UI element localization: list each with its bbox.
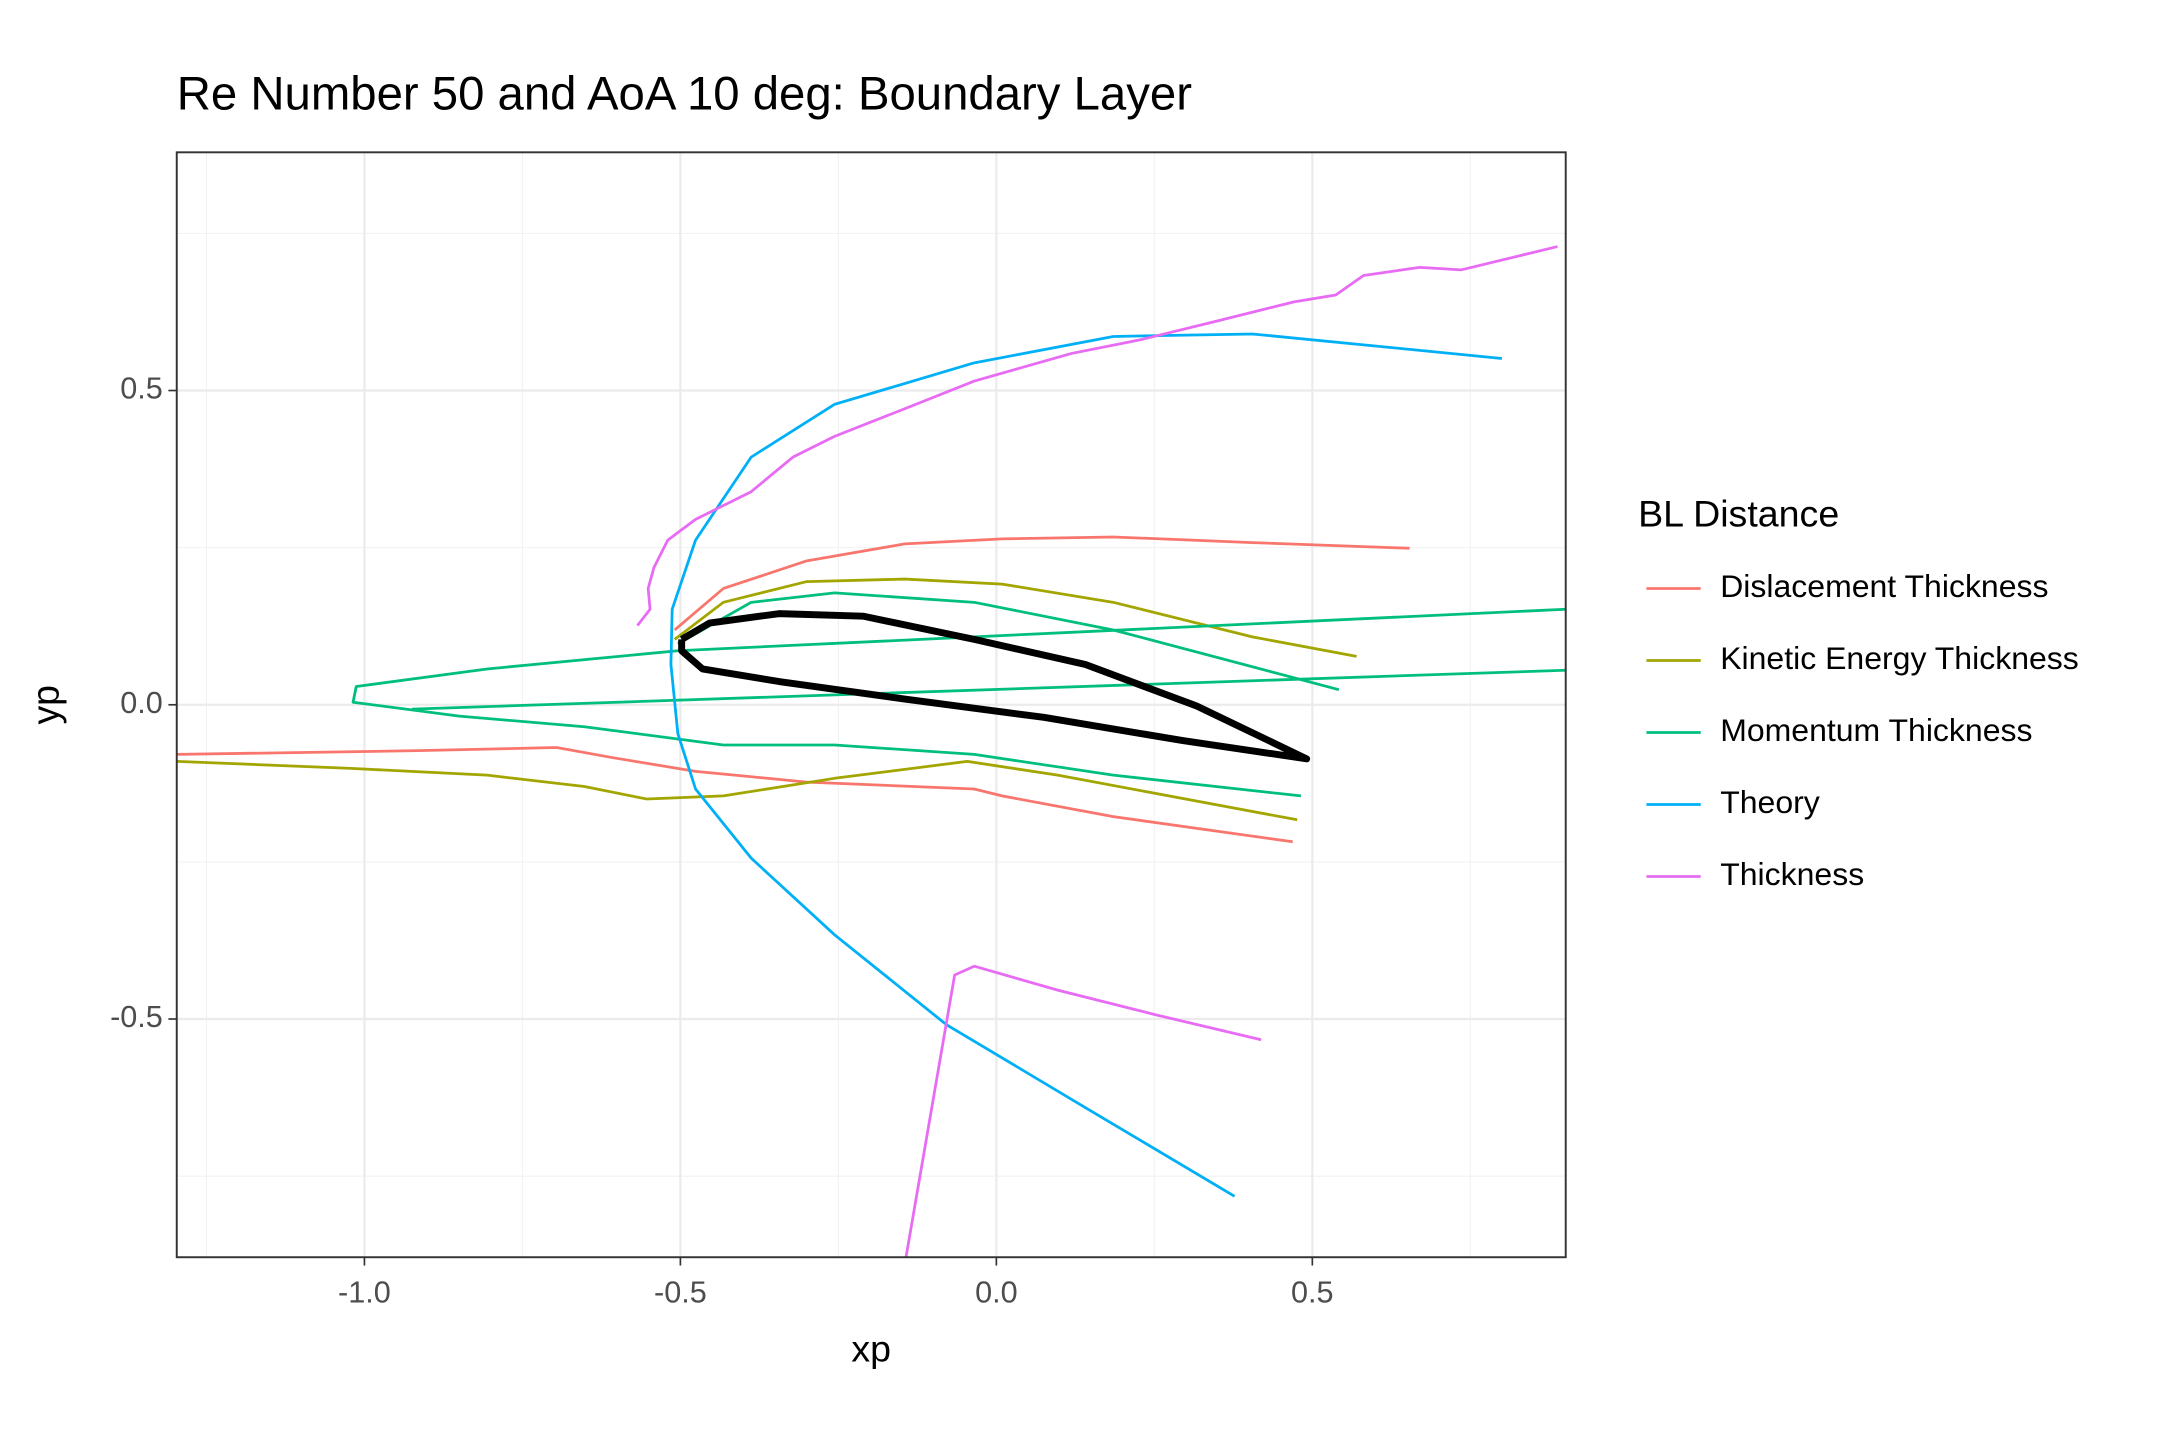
series-line <box>176 759 1298 822</box>
y-axis-label: yp <box>25 685 67 724</box>
y-tick-label: 0.0 <box>120 686 163 720</box>
legend-label: Kinetic Energy Thickness <box>1720 640 2079 676</box>
airfoil-outline <box>678 610 1311 763</box>
legend-label: Dislacement Thickness <box>1720 568 2048 604</box>
series-line <box>411 668 1566 711</box>
x-tick-label: 0.5 <box>1291 1276 1334 1310</box>
legend-label: Theory <box>1720 784 1820 820</box>
x-tick-label: -1.0 <box>338 1276 391 1310</box>
panel-border <box>175 151 1567 1259</box>
y-tick-label: -0.5 <box>110 1000 163 1034</box>
x-axis-label: xp <box>851 1327 891 1369</box>
series-line <box>636 245 1558 627</box>
x-tick-label: -0.5 <box>654 1276 707 1310</box>
series-line <box>176 746 1293 844</box>
chart-title: Re Number 50 and AoA 10 deg: Boundary La… <box>177 67 1192 120</box>
y-tick-label: 0.5 <box>120 372 163 406</box>
series-line <box>904 964 1262 1258</box>
series-line <box>677 591 1340 692</box>
x-tick-label: 0.0 <box>975 1276 1018 1310</box>
series-line <box>673 535 1410 632</box>
legend-label: Thickness <box>1720 856 1864 892</box>
legend-title: BL Distance <box>1638 492 1839 534</box>
series-line <box>669 332 1503 1198</box>
series-line <box>351 607 1566 798</box>
legend-label: Momentum Thickness <box>1720 712 2032 748</box>
series-line <box>673 577 1357 658</box>
